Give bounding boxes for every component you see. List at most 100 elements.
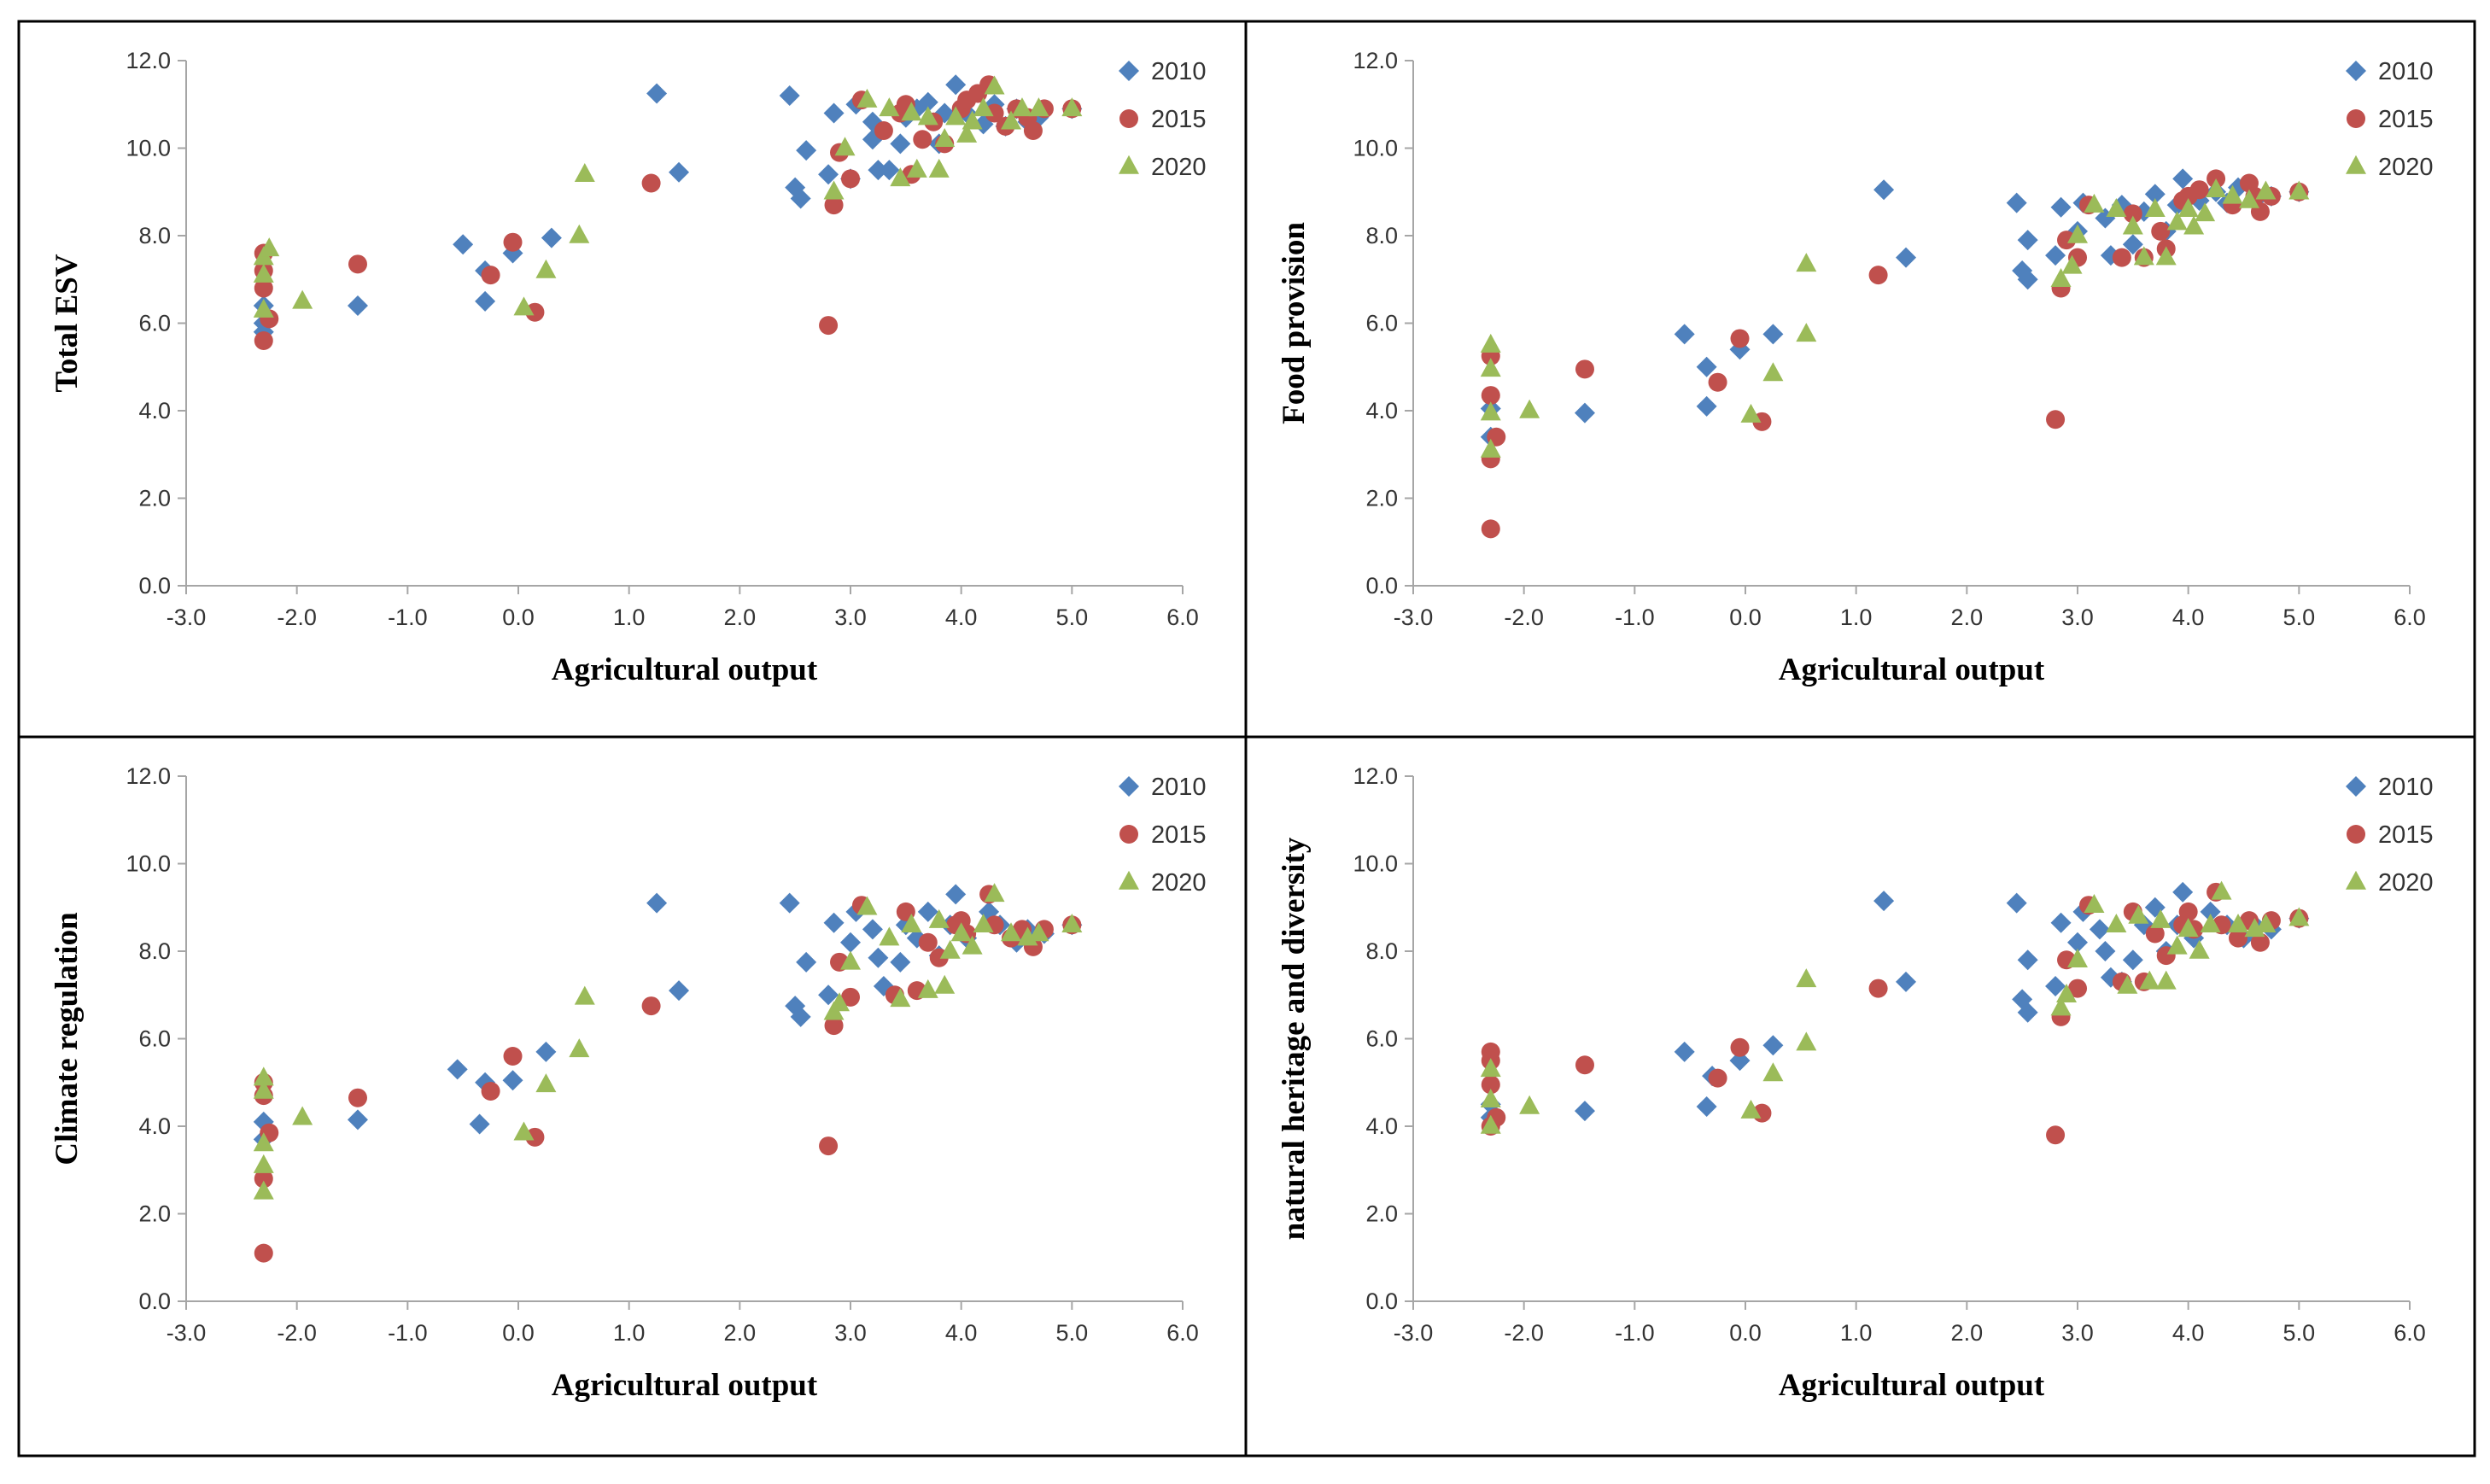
y-tick-label: 10.0	[1353, 136, 1398, 161]
x-tick-label: 0.0	[1729, 605, 1762, 630]
x-tick-label: 0.0	[502, 1320, 535, 1346]
data-point-2020	[1796, 968, 1817, 988]
data-point-2010	[2172, 168, 2194, 190]
data-point-2020	[956, 123, 978, 143]
y-tick-label: 0.0	[138, 573, 171, 599]
x-tick-label: 3.0	[2061, 605, 2094, 630]
x-tick-label: -2.0	[277, 1320, 317, 1346]
data-point-2010	[646, 83, 668, 104]
x-axis-title: Agricultural output	[1779, 652, 2045, 687]
y-tick-label: 2.0	[1365, 486, 1398, 511]
y-tick-label: 0.0	[138, 1288, 171, 1314]
data-point-2010	[535, 1041, 557, 1062]
data-point-2010	[1696, 356, 1717, 377]
data-point-2010	[2045, 976, 2066, 996]
legend-marker-2010	[2346, 776, 2366, 797]
data-point-2010	[1896, 247, 1917, 268]
data-point-2015	[1708, 372, 1727, 392]
data-point-2015	[1481, 386, 1500, 406]
data-point-2015	[1575, 359, 1594, 379]
data-point-2020	[1028, 922, 1049, 942]
data-point-2020	[2166, 935, 2188, 955]
data-point-2010	[2006, 892, 2027, 914]
y-tick-label: 8.0	[138, 938, 171, 964]
data-point-2020	[2288, 907, 2310, 926]
y-tick-label: 2.0	[138, 1201, 171, 1227]
data-point-2015	[641, 996, 661, 1016]
data-point-2020	[1001, 110, 1022, 130]
data-point-2010	[347, 295, 368, 316]
data-point-2020	[253, 263, 274, 283]
x-tick-label: 3.0	[2061, 1320, 2094, 1346]
x-tick-label: 5.0	[1056, 1320, 1089, 1346]
data-point-2020	[2155, 970, 2177, 990]
data-point-2020	[253, 1079, 274, 1099]
data-point-2010	[917, 91, 938, 113]
legend-label-2020: 2020	[1151, 869, 1207, 897]
data-point-2015	[819, 316, 839, 336]
data-point-2015	[824, 1016, 844, 1036]
data-point-2010	[1674, 324, 1695, 345]
x-tick-label: 6.0	[2394, 1320, 2426, 1346]
data-point-2010	[1873, 891, 1895, 912]
legend-marker-2020	[2346, 870, 2366, 890]
data-point-2015	[1868, 266, 1888, 285]
data-point-2015	[2250, 932, 2270, 952]
data-point-2020	[2211, 880, 2232, 900]
legend-marker-2015	[1119, 109, 1138, 128]
x-tick-label: -2.0	[1504, 1320, 1544, 1346]
data-point-2020	[1796, 253, 1817, 272]
x-tick-label: 2.0	[724, 1320, 757, 1346]
data-point-2020	[928, 158, 950, 178]
data-point-2020	[2255, 180, 2277, 200]
data-point-2010	[945, 74, 967, 96]
data-point-2020	[569, 1038, 590, 1058]
data-point-2020	[934, 128, 956, 148]
data-point-2020	[253, 298, 274, 318]
legend-marker-2020	[2346, 155, 2366, 174]
data-point-2015	[1868, 979, 1888, 998]
data-point-2015	[254, 1169, 273, 1189]
data-point-2010	[447, 1059, 468, 1080]
data-point-2020	[2084, 893, 2105, 913]
data-point-2020	[1762, 1062, 1784, 1082]
data-point-2010	[1696, 395, 1717, 417]
data-point-2015	[913, 130, 932, 149]
data-point-2020	[1519, 1095, 1540, 1114]
data-point-2020	[1740, 1099, 1762, 1119]
data-point-2020	[2067, 949, 2088, 968]
x-tick-label: -3.0	[1394, 1320, 1434, 1346]
data-point-2020	[1480, 401, 1501, 421]
x-tick-label: 2.0	[724, 605, 757, 630]
y-tick-label: 12.0	[1353, 763, 1398, 789]
legend-label-2010: 2010	[1151, 774, 1207, 801]
x-axis-title: Agricultural output	[1779, 1368, 2045, 1403]
data-point-2020	[2288, 180, 2310, 200]
data-point-2020	[1796, 1031, 1817, 1051]
data-point-2015	[1708, 1068, 1727, 1088]
data-point-2010	[818, 984, 839, 1006]
data-point-2020	[2106, 914, 2127, 933]
data-point-2010	[2017, 269, 2038, 290]
x-tick-label: 3.0	[834, 1320, 867, 1346]
data-point-2015	[1023, 121, 1043, 140]
x-tick-label: 6.0	[2394, 605, 2426, 630]
data-point-2020	[569, 224, 590, 243]
data-point-2010	[502, 1070, 523, 1091]
data-point-2020	[2222, 184, 2243, 204]
data-point-2015	[525, 302, 545, 322]
data-point-2020	[2189, 939, 2210, 959]
data-point-2015	[481, 266, 500, 285]
data-point-2010	[790, 1006, 811, 1027]
data-point-2010	[890, 133, 911, 155]
data-point-2015	[819, 1136, 839, 1156]
data-point-2020	[829, 992, 850, 1012]
data-point-2015	[503, 1047, 523, 1066]
y-tick-label: 10.0	[126, 851, 171, 877]
data-point-2015	[2145, 924, 2165, 944]
data-point-2010	[2045, 245, 2066, 266]
x-tick-label: 5.0	[2283, 1320, 2316, 1346]
data-point-2020	[2200, 914, 2221, 933]
data-point-2020	[253, 1154, 274, 1173]
x-tick-label: 5.0	[2283, 605, 2316, 630]
